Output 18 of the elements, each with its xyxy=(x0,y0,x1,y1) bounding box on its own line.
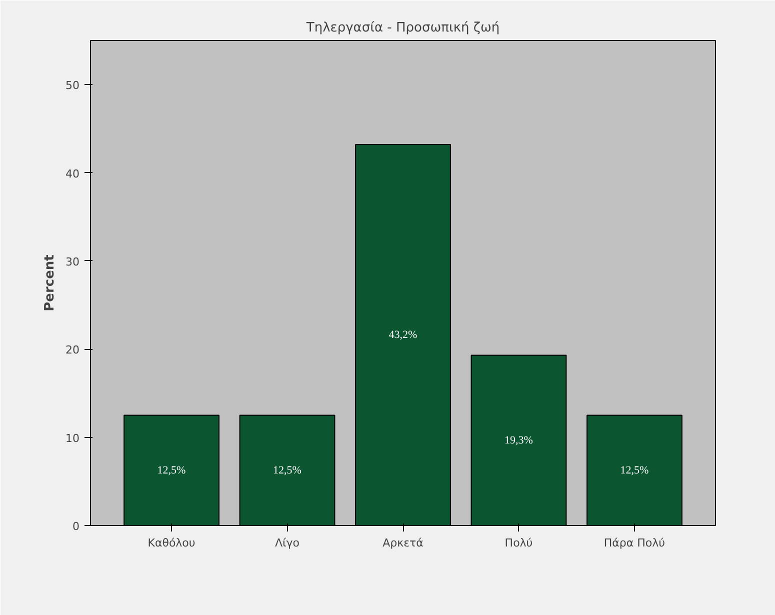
data-label: 43,2% xyxy=(388,329,418,342)
y-axis-title: Percent xyxy=(42,254,58,312)
y-tick-label: 20 xyxy=(66,344,80,357)
x-tick-label: Πάρα Πολύ xyxy=(604,536,666,550)
y-tick-label: 10 xyxy=(66,432,80,445)
x-tick-label: Αρκετά xyxy=(382,536,424,550)
y-tick-label: 50 xyxy=(66,79,80,92)
y-tick-label: 40 xyxy=(66,167,80,180)
x-tick-label: Πολύ xyxy=(504,536,533,550)
data-label: 19,3% xyxy=(504,434,533,446)
x-tick-label: Καθόλου xyxy=(148,536,196,550)
y-tick-label: 0 xyxy=(72,520,80,533)
data-label: 12,5% xyxy=(620,464,649,476)
data-label: 12,5% xyxy=(273,464,302,476)
data-label: 12,5% xyxy=(157,464,186,476)
chart-title: Τηλεργασία - Προσωπική ζωή xyxy=(305,20,500,36)
x-tick-label: Λίγο xyxy=(275,536,300,550)
y-tick-label: 30 xyxy=(66,255,80,268)
